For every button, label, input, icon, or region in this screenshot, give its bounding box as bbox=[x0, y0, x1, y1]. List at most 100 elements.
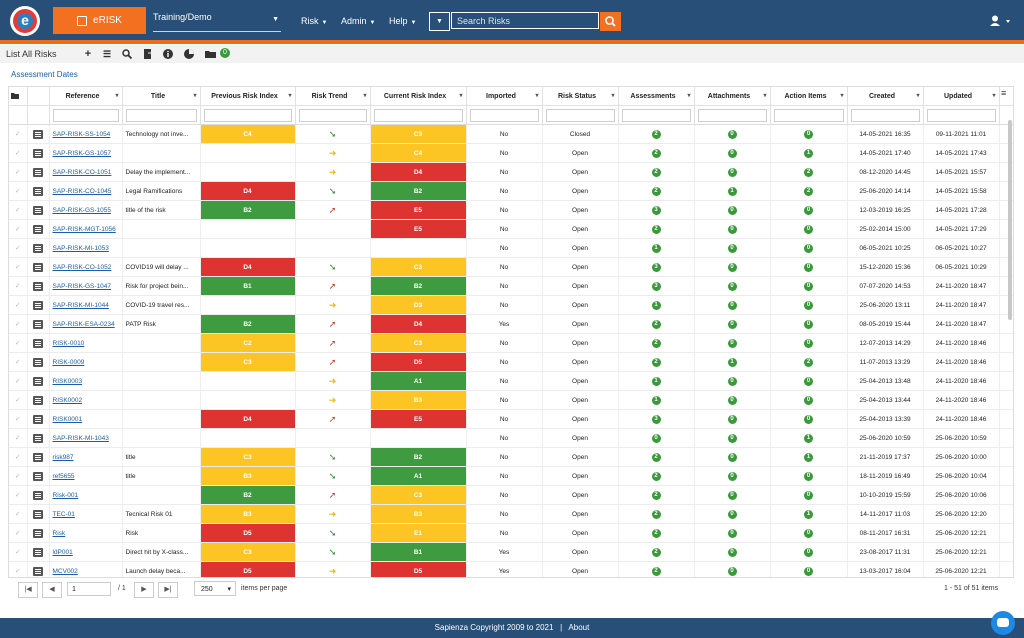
cell-reference[interactable]: SAP-RISK-GS-1055 bbox=[49, 201, 122, 220]
cell-reference[interactable]: SAP-RISK-ESA-0234 bbox=[49, 315, 122, 334]
search-input[interactable]: Search Risks bbox=[451, 12, 599, 29]
table-row[interactable]: ✓ ref5655 title B3 ➘ A1 No Open 2 0 0 18-11-2019 16… bbox=[9, 467, 1014, 486]
search-icon[interactable] bbox=[121, 48, 133, 60]
add-icon[interactable]: + bbox=[82, 48, 94, 60]
cell-attachments[interactable]: 0 bbox=[694, 524, 770, 543]
header-current-risk-index[interactable]: Current Risk Index ▾ bbox=[370, 87, 466, 106]
cell-assessments[interactable]: 3 bbox=[618, 277, 694, 296]
cell-action-items[interactable]: 0 bbox=[770, 334, 847, 353]
menu-help[interactable]: Help ▼ bbox=[389, 16, 416, 26]
table-row[interactable]: ✓ RISK-0009 C3 ➚ D5 No Open 2 1 2 11-07-2013 13:29… bbox=[9, 353, 1014, 372]
cell-reference[interactable]: SAP-RISK-MI-1053 bbox=[49, 239, 122, 258]
header-reference[interactable]: Reference ▾ bbox=[49, 87, 122, 106]
table-row[interactable]: ✓ SAP-RISK-CO-1051 Delay the implement... ➜… bbox=[9, 163, 1014, 182]
cell-action-items[interactable]: 1 bbox=[770, 144, 847, 163]
cell-action-items[interactable]: 0 bbox=[770, 486, 847, 505]
cell-assessments[interactable]: 2 bbox=[618, 144, 694, 163]
cell-action-items[interactable]: 0 bbox=[770, 372, 847, 391]
cell-reference[interactable]: Risk bbox=[49, 524, 122, 543]
cell-assessments[interactable]: 1 bbox=[618, 391, 694, 410]
row-menu[interactable] bbox=[27, 125, 49, 144]
cell-reference[interactable]: RISK0002 bbox=[49, 391, 122, 410]
about-link[interactable]: About bbox=[568, 623, 589, 632]
cell-reference[interactable]: SAP-RISK-CO-1045 bbox=[49, 182, 122, 201]
table-row[interactable]: ✓ RISK0002 ➜ B3 No Open 1 0 0 25-04-2013 13:44 24-… bbox=[9, 391, 1014, 410]
table-row[interactable]: ✓ Risk Risk D5 ➘ E1 No Open 2 0 0 08-11-2017 16:31 2… bbox=[9, 524, 1014, 543]
cell-attachments[interactable]: 0 bbox=[694, 334, 770, 353]
filter-previous-index[interactable] bbox=[204, 109, 292, 122]
chat-bubble-icon[interactable] bbox=[991, 611, 1015, 635]
cell-assessments[interactable]: 2 bbox=[618, 220, 694, 239]
row-checkbox[interactable]: ✓ bbox=[9, 201, 27, 220]
cell-reference[interactable]: ldP001 bbox=[49, 543, 122, 562]
row-checkbox[interactable]: ✓ bbox=[9, 391, 27, 410]
cell-attachments[interactable]: 0 bbox=[694, 391, 770, 410]
cell-action-items[interactable]: 2 bbox=[770, 182, 847, 201]
cell-attachments[interactable]: 0 bbox=[694, 144, 770, 163]
cell-action-items[interactable]: 0 bbox=[770, 258, 847, 277]
cell-attachments[interactable]: 0 bbox=[694, 505, 770, 524]
table-row[interactable]: ✓ SAP-RISK-GS-1047 Risk for project bein..… bbox=[9, 277, 1014, 296]
cell-attachments[interactable]: 1 bbox=[694, 353, 770, 372]
cell-action-items[interactable]: 1 bbox=[770, 505, 847, 524]
cell-attachments[interactable]: 0 bbox=[694, 486, 770, 505]
header-attachments[interactable]: Attachments ▾ bbox=[694, 87, 770, 106]
cell-attachments[interactable]: 0 bbox=[694, 543, 770, 562]
folder-icon[interactable] bbox=[204, 48, 216, 60]
search-scope-dropdown[interactable]: ▼ bbox=[429, 12, 450, 31]
cell-assessments[interactable]: 2 bbox=[618, 562, 694, 579]
table-row[interactable]: ✓ SAP-RISK-GS-1057 ➜ C4 No Open 2 0 1 14-05-2021 … bbox=[9, 144, 1014, 163]
row-menu[interactable] bbox=[27, 562, 49, 579]
filter-risk-trend[interactable] bbox=[299, 109, 367, 122]
first-page-button[interactable]: |◀ bbox=[18, 582, 38, 598]
row-checkbox[interactable]: ✓ bbox=[9, 239, 27, 258]
cell-reference[interactable]: TEC-01 bbox=[49, 505, 122, 524]
environment-select[interactable]: Training/Demo ▼ bbox=[153, 12, 281, 32]
cell-reference[interactable]: SAP-RISK-GS-1057 bbox=[49, 144, 122, 163]
cell-attachments[interactable]: 0 bbox=[694, 258, 770, 277]
row-checkbox[interactable]: ✓ bbox=[9, 543, 27, 562]
cell-action-items[interactable]: 0 bbox=[770, 391, 847, 410]
row-menu[interactable] bbox=[27, 486, 49, 505]
table-row[interactable]: ✓ RISK-0010 C2 ➚ C3 No Open 2 0 0 12-07-2013 14:29… bbox=[9, 334, 1014, 353]
header-assessments[interactable]: Assessments ▾ bbox=[618, 87, 694, 106]
cell-reference[interactable]: risk987 bbox=[49, 448, 122, 467]
cell-assessments[interactable]: 1 bbox=[618, 239, 694, 258]
cell-action-items[interactable]: 0 bbox=[770, 410, 847, 429]
row-checkbox[interactable]: ✓ bbox=[9, 505, 27, 524]
cell-assessments[interactable]: 2 bbox=[618, 505, 694, 524]
row-menu[interactable] bbox=[27, 258, 49, 277]
row-menu[interactable] bbox=[27, 334, 49, 353]
table-row[interactable]: ✓ RISK0001 D4 ➚ E5 No Open 3 0 0 25-04-2013 13:39 2… bbox=[9, 410, 1014, 429]
row-menu[interactable] bbox=[27, 410, 49, 429]
cell-action-items[interactable]: 0 bbox=[770, 277, 847, 296]
page-size-select[interactable]: 250 ▾ bbox=[194, 581, 236, 596]
row-checkbox[interactable]: ✓ bbox=[9, 562, 27, 579]
row-checkbox[interactable]: ✓ bbox=[9, 524, 27, 543]
menu-risk[interactable]: Risk ▼ bbox=[301, 16, 327, 26]
table-row[interactable]: ✓ SAP-RISK-CO-1052 COVID19 will delay ... D… bbox=[9, 258, 1014, 277]
cell-assessments[interactable]: 2 bbox=[618, 182, 694, 201]
export-icon[interactable] bbox=[142, 48, 154, 60]
header-action-items[interactable]: Action Items ▾ bbox=[770, 87, 847, 106]
cell-action-items[interactable]: 0 bbox=[770, 467, 847, 486]
row-checkbox[interactable]: ✓ bbox=[9, 410, 27, 429]
filter-imported[interactable] bbox=[470, 109, 539, 122]
cell-action-items[interactable]: 1 bbox=[770, 429, 847, 448]
last-page-button[interactable]: ▶| bbox=[158, 582, 178, 598]
search-button[interactable] bbox=[600, 12, 621, 31]
row-menu[interactable] bbox=[27, 144, 49, 163]
erisk-logo[interactable]: e bbox=[10, 6, 40, 36]
row-menu[interactable] bbox=[27, 201, 49, 220]
cell-reference[interactable]: SAP-RISK-MI-1043 bbox=[49, 429, 122, 448]
filter-assessments[interactable] bbox=[622, 109, 691, 122]
assessment-dates-link[interactable]: Assessment Dates bbox=[11, 70, 78, 79]
row-menu[interactable] bbox=[27, 524, 49, 543]
cell-attachments[interactable]: 0 bbox=[694, 372, 770, 391]
cell-assessments[interactable]: 2 bbox=[618, 448, 694, 467]
row-checkbox[interactable]: ✓ bbox=[9, 334, 27, 353]
cell-assessments[interactable]: 2 bbox=[618, 125, 694, 144]
table-row[interactable]: ✓ Risk-001 B2 ➚ C3 No Open 2 0 0 10-10-2019 15:59 2… bbox=[9, 486, 1014, 505]
vertical-scrollbar[interactable] bbox=[1008, 120, 1012, 320]
cell-action-items[interactable]: 2 bbox=[770, 163, 847, 182]
